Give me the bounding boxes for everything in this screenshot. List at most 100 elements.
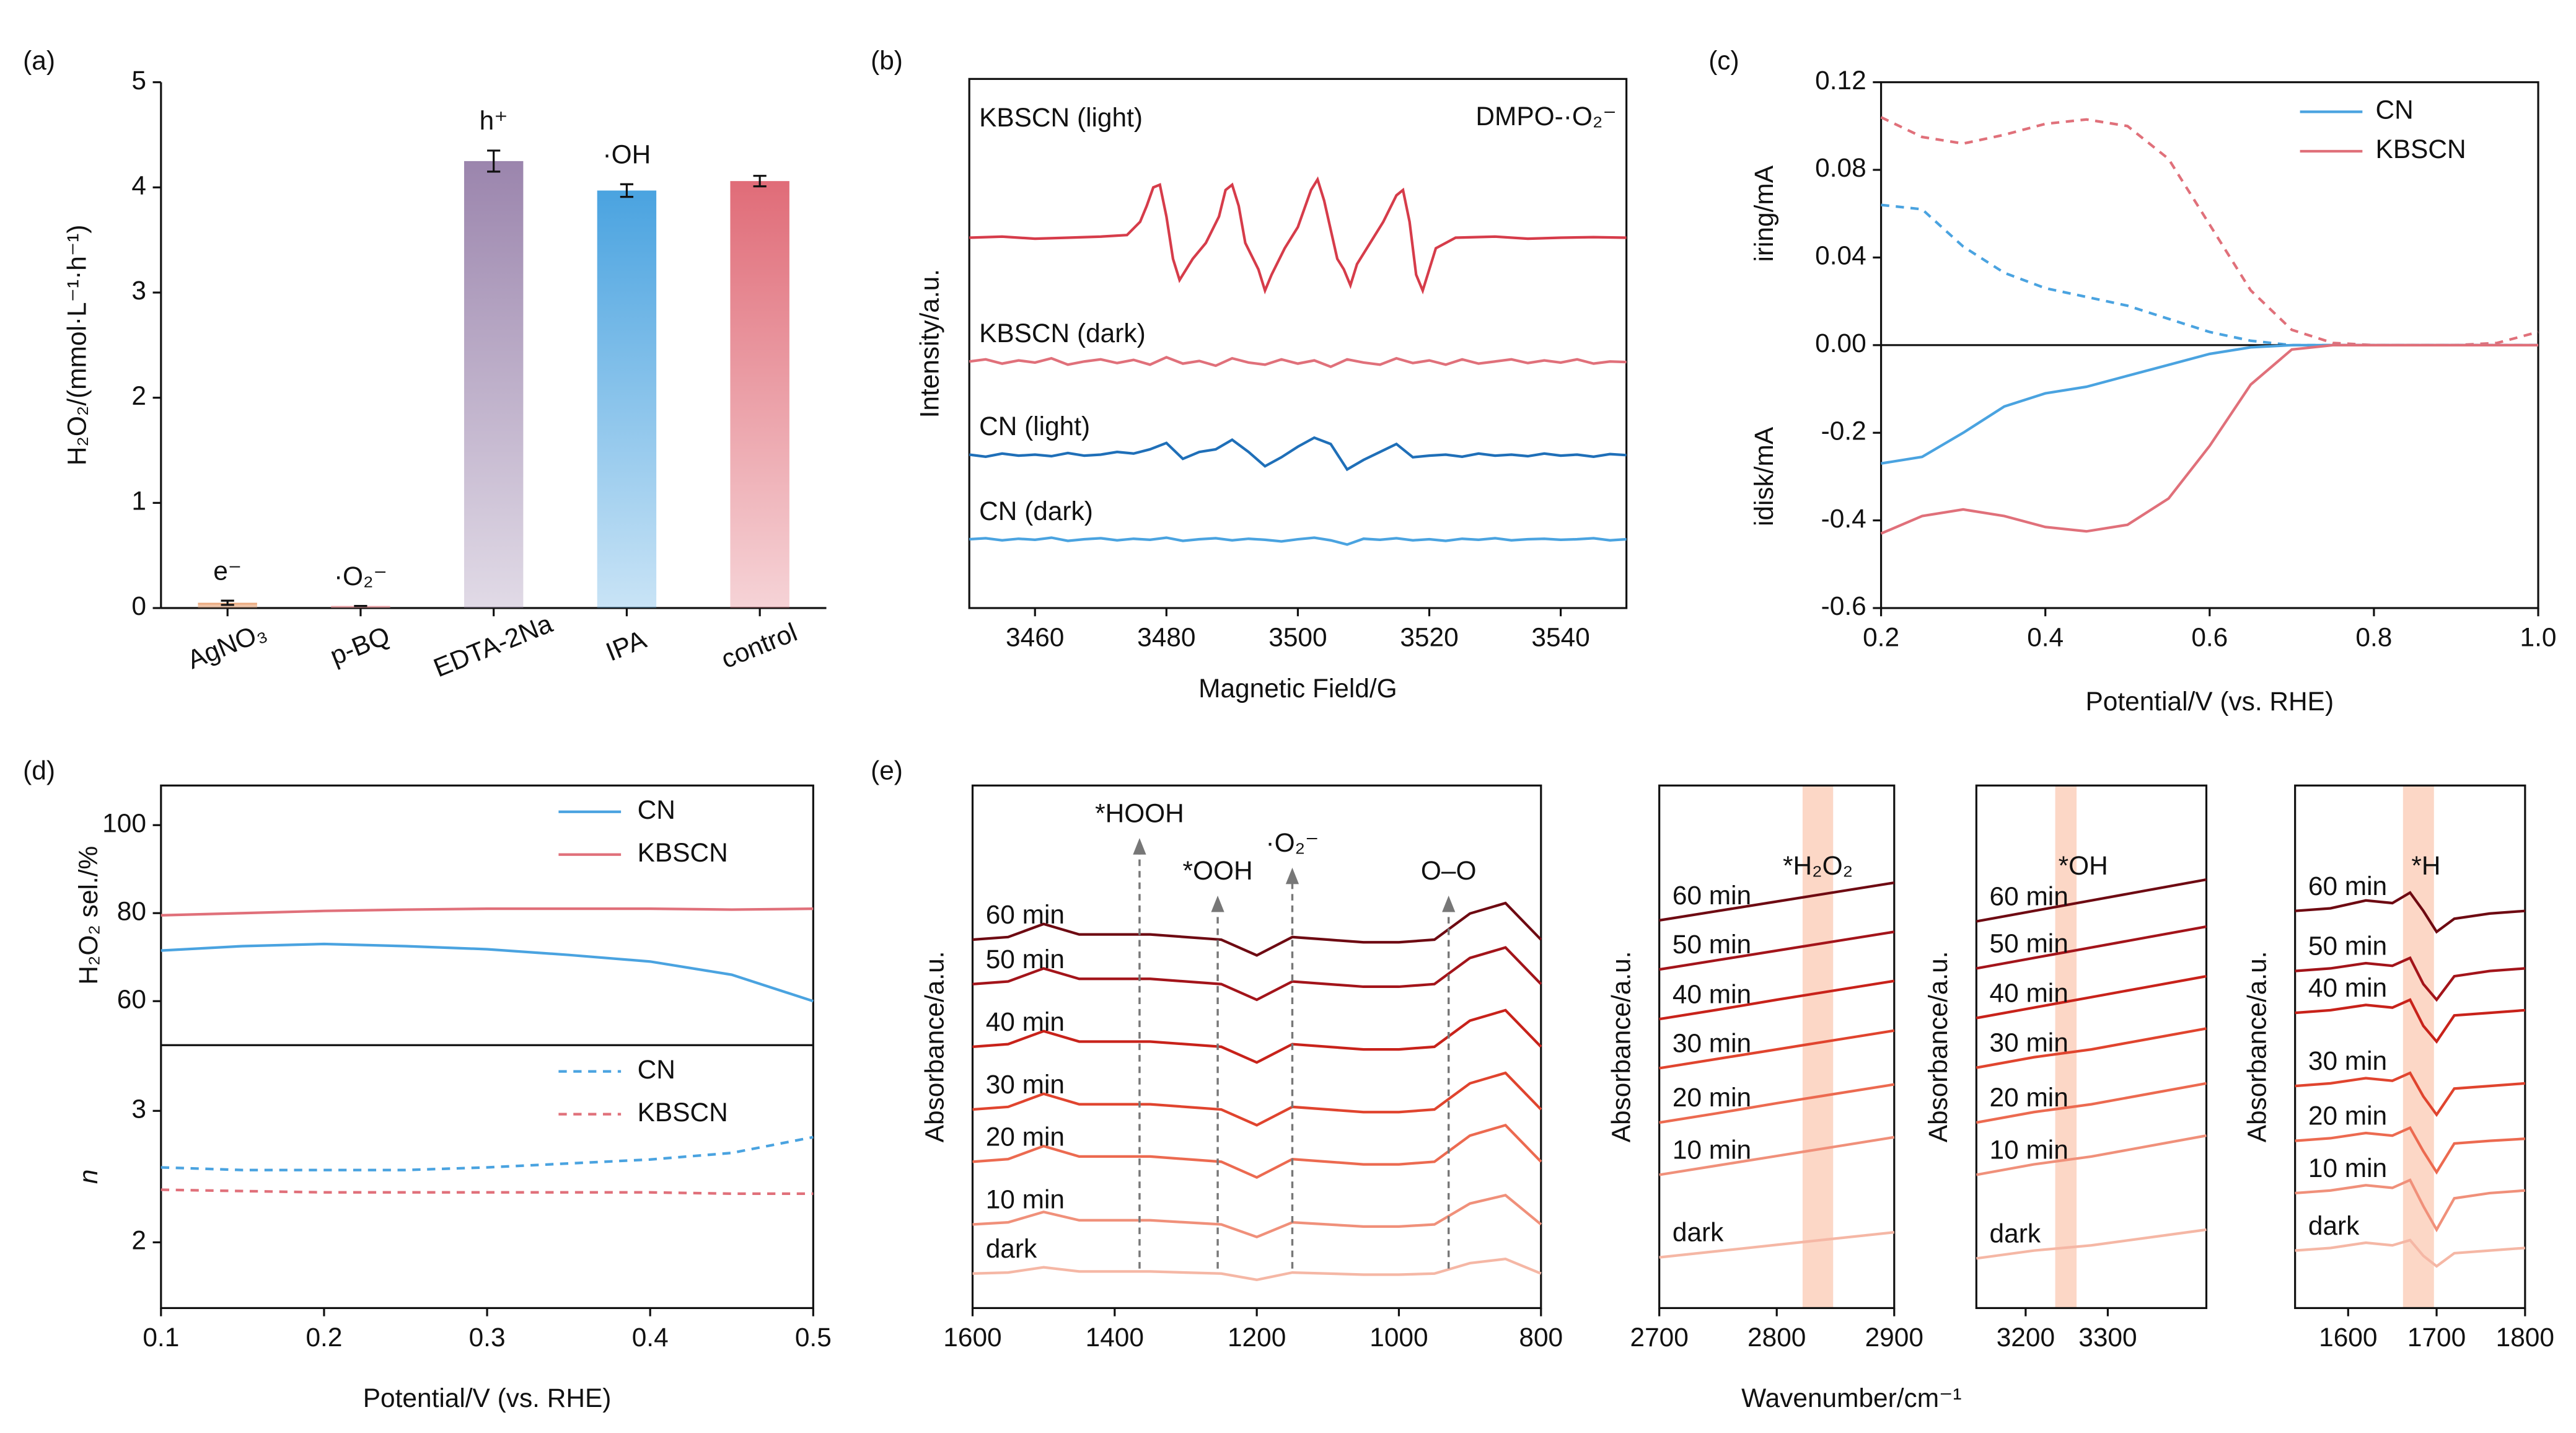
error-bar (753, 175, 767, 188)
legend-label: KBSCN (2376, 134, 2466, 164)
bar (331, 606, 390, 609)
data-line (972, 946, 1542, 1002)
arrow-head (1442, 895, 1456, 912)
annotation: ·OH (603, 139, 651, 169)
series-label: 60 min (2308, 871, 2387, 901)
x-tick-label: 1600 (943, 1323, 1001, 1352)
x-tick-label: 800 (1519, 1323, 1563, 1352)
x-tick-label: 3540 (1531, 623, 1589, 652)
y-tick-label: 1 (131, 487, 146, 516)
y-axis-label: Absorbance/a.u. (2243, 951, 2272, 1142)
annotation: *HOOH (1095, 798, 1184, 827)
y-axis-label: Intensity/a.u. (915, 269, 944, 418)
data-line (1880, 343, 2539, 535)
y-tick-label: 2 (131, 1226, 146, 1255)
y-axis-label: Absorbance/a.u. (1923, 951, 1953, 1142)
data-line (1659, 881, 1895, 922)
series-label: 50 min (986, 945, 1065, 974)
x-tick-label: 1000 (1369, 1323, 1428, 1352)
x-axis-label: Potential/V (vs. RHE) (363, 1383, 612, 1413)
series-label: dark (1990, 1219, 2041, 1248)
data-line (1659, 930, 1895, 971)
data-line (972, 901, 1542, 957)
data-line (1659, 979, 1895, 1021)
data-line (1659, 1083, 1895, 1124)
data-line (160, 942, 814, 1003)
series-label: 40 min (2308, 973, 2387, 1002)
series-label: CN (dark) (979, 496, 1093, 526)
data-line (1976, 925, 2207, 970)
y-tick-label: 0.00 (1815, 328, 1866, 358)
data-line (1976, 1134, 2207, 1176)
x-tick-label: 3460 (1006, 623, 1064, 652)
x-tick-label: 2800 (1747, 1323, 1806, 1352)
annotation: *H (2411, 851, 2440, 880)
series-label: 30 min (2308, 1046, 2387, 1075)
y-tick-label: -0.4 (1821, 504, 1866, 533)
data-line (1659, 1029, 1895, 1070)
x-tick-label: 1800 (2496, 1323, 2554, 1352)
annotation: O–O (1421, 856, 1477, 885)
legend-label: CN (638, 1055, 675, 1084)
data-line (2295, 1238, 2525, 1268)
bar (597, 190, 657, 609)
bar (730, 181, 789, 609)
y-tick-label: 60 (117, 984, 146, 1013)
x-tick-label: 1700 (2407, 1323, 2466, 1352)
annotation: *OOH (1183, 856, 1253, 885)
series-label: KBSCN (light) (979, 103, 1143, 132)
series-label: 50 min (2308, 932, 2387, 961)
series-label: 10 min (986, 1185, 1065, 1214)
y-tick-label: 0.04 (1815, 241, 1866, 270)
x-tick-label: 1400 (1086, 1323, 1144, 1352)
highlight-band (2402, 785, 2434, 1308)
data-line (2295, 1178, 2525, 1233)
legend-label: KBSCN (638, 1098, 728, 1127)
data-line (969, 356, 1627, 369)
data-line (1659, 1135, 1895, 1176)
error-bar (487, 149, 501, 173)
data-line (1976, 974, 2207, 1020)
x-tick-label: 3480 (1137, 623, 1195, 652)
series-label: 40 min (1990, 979, 2068, 1008)
annotation: DMPO-·O₂⁻ (1475, 102, 1616, 131)
y-axis-label: n (74, 1170, 103, 1184)
x-axis-label: Wavenumber/cm⁻¹ (1741, 1383, 1961, 1413)
series-label: 10 min (1990, 1135, 2068, 1165)
annotation: ·O₂⁻ (334, 562, 387, 591)
x-axis-label: Magnetic Field/G (1198, 674, 1397, 703)
y-tick-label: 100 (102, 808, 146, 837)
series-label: 60 min (1990, 882, 2068, 911)
x-tick-label: 2900 (1865, 1323, 1923, 1352)
data-line (972, 1123, 1542, 1179)
data-line (972, 1008, 1542, 1064)
x-tick-label: 1200 (1228, 1323, 1286, 1352)
data-line (972, 1071, 1542, 1127)
data-line (160, 1135, 814, 1171)
data-line (1659, 1231, 1894, 1259)
data-line (2295, 998, 2525, 1044)
data-line (160, 907, 814, 917)
data-line (969, 436, 1627, 472)
series-label: 10 min (1673, 1135, 1751, 1165)
x-tick-label: 0.2 (306, 1323, 342, 1352)
series-label: 20 min (1990, 1083, 2068, 1112)
highlight-band (1802, 785, 1834, 1308)
series-label: 30 min (1990, 1028, 2068, 1057)
y-axis-label: Absorbance/a.u. (920, 951, 949, 1142)
data-line (1976, 1228, 2207, 1260)
bar (464, 161, 524, 609)
annotation: h⁺ (480, 106, 508, 135)
arrow-head (1211, 895, 1224, 912)
y-tick-label: 0 (131, 591, 146, 620)
y-axis-label: Absorbance/a.u. (1607, 951, 1636, 1142)
data-line (969, 536, 1627, 546)
data-line (972, 1257, 1542, 1282)
legend-label: KBSCN (638, 838, 728, 867)
x-axis-label: Potential/V (vs. RHE) (2085, 687, 2334, 716)
error-bar (221, 599, 234, 606)
arrow-head (1133, 838, 1146, 855)
legend-label: CN (638, 795, 675, 824)
x-tick-label: 1600 (2319, 1323, 2377, 1352)
